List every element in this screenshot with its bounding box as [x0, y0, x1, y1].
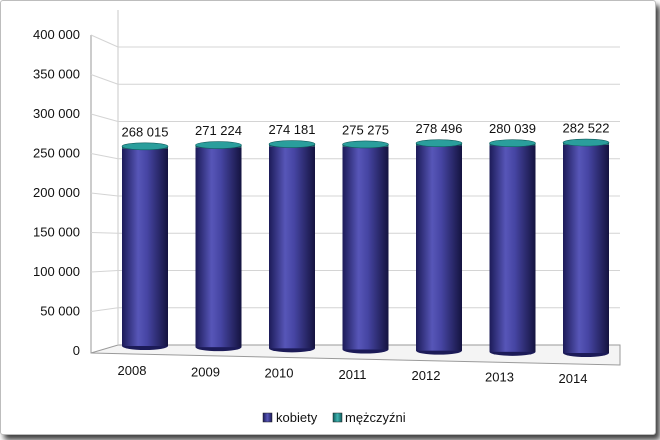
bar-2014: 282 522	[563, 121, 610, 357]
data-label: 274 181	[269, 122, 316, 137]
bar-2008: 268 015	[122, 124, 169, 350]
x-tick-label: 2008	[118, 363, 147, 378]
bar-2009: 271 224	[195, 123, 242, 352]
x-tick-label: 2014	[559, 371, 588, 386]
y-tick-label: 100 000	[33, 264, 80, 279]
gridline-diag	[90, 34, 119, 48]
legend-swatch-kobiety	[262, 412, 273, 423]
legend-label-kobiety: kobiety	[276, 410, 318, 425]
y-tick-label: 350 000	[33, 67, 80, 82]
y-axis-ticks: 0 50 000 100 000 150 000 200 000 250 000 300 0…	[33, 27, 80, 358]
y-tick-label: 0	[73, 343, 80, 358]
bar-segment-kobiety	[563, 144, 609, 353]
y-tick-label: 400 000	[33, 27, 80, 42]
bar-top-cap	[342, 140, 389, 149]
bar-top-cap	[268, 140, 316, 148]
bar-segment-kobiety	[342, 146, 389, 350]
bar-segment-kobiety	[195, 147, 242, 348]
legend: kobiety mężczyźni	[262, 410, 406, 425]
legend-swatch-mezczyzni	[332, 412, 343, 423]
data-label: 280 039	[489, 121, 536, 136]
gridline-diag	[90, 307, 119, 312]
y-tick-label: 150 000	[33, 225, 80, 240]
x-tick-label: 2013	[485, 370, 514, 385]
data-label: 268 015	[122, 124, 169, 139]
bar-2010: 274 181	[268, 122, 316, 353]
gridline-diag	[90, 232, 119, 234]
bar-2013: 280 039	[489, 121, 536, 356]
gridline-diag	[90, 113, 119, 122]
bar-2012: 278 496	[415, 121, 463, 355]
x-tick-label: 2010	[265, 366, 294, 381]
gridline-diag	[90, 192, 119, 197]
legend-label-mezczyzni: mężczyźni	[345, 410, 406, 425]
data-label: 278 496	[416, 121, 463, 136]
bar-top-cap	[195, 141, 242, 149]
bar-2011: 275 275	[342, 122, 389, 354]
bars: 268 015 271 224 274 181 275 275 278 496 280 0…	[122, 121, 610, 357]
bar-segment-kobiety	[269, 146, 315, 349]
bar-segment-kobiety	[489, 145, 536, 352]
y-tick-label: 250 000	[33, 146, 80, 161]
bar-segment-kobiety	[416, 145, 462, 351]
data-label: 271 224	[195, 123, 242, 138]
x-tick-label: 2012	[412, 368, 441, 383]
y-tick-label: 300 000	[33, 106, 80, 121]
y-tick-label: 50 000	[40, 304, 80, 319]
data-label: 282 522	[563, 121, 610, 136]
bar-top-cap	[489, 139, 536, 148]
gridline-diag	[90, 270, 119, 273]
bar-segment-kobiety	[122, 148, 168, 346]
bar-top-cap	[415, 139, 463, 147]
bar-top-cap	[121, 142, 169, 151]
gridline-diag	[90, 74, 119, 85]
y-tick-label: 200 000	[33, 185, 80, 200]
gridline-diag	[90, 153, 119, 160]
x-tick-label: 2011	[339, 367, 367, 382]
data-label: 275 275	[342, 122, 389, 137]
bar-top-cap	[562, 138, 610, 147]
x-tick-label: 2009	[191, 364, 220, 379]
x-axis-ticks: 2008 2009 2010 2011 2012 2013 2014	[118, 363, 588, 386]
